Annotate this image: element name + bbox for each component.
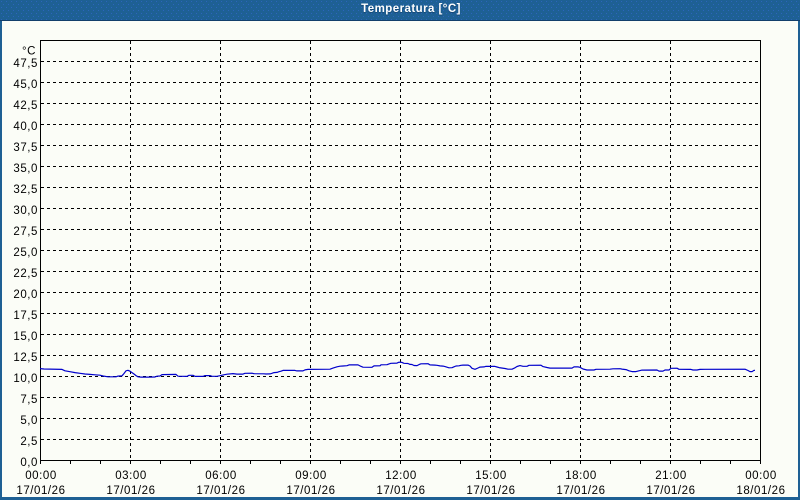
svg-text:°C: °C bbox=[22, 46, 36, 58]
svg-text:12,5: 12,5 bbox=[13, 352, 38, 364]
svg-text:00:00: 00:00 bbox=[745, 470, 777, 482]
svg-text:47,5: 47,5 bbox=[13, 58, 38, 70]
svg-text:25,0: 25,0 bbox=[13, 247, 38, 259]
svg-text:32,5: 32,5 bbox=[13, 184, 38, 196]
svg-text:40,0: 40,0 bbox=[13, 121, 38, 133]
svg-text:17/01/26: 17/01/26 bbox=[16, 485, 65, 497]
svg-text:17/01/26: 17/01/26 bbox=[646, 485, 695, 497]
svg-text:09:00: 09:00 bbox=[295, 470, 327, 482]
svg-text:0,0: 0,0 bbox=[20, 457, 38, 469]
svg-text:30,0: 30,0 bbox=[13, 205, 38, 217]
svg-text:5,0: 5,0 bbox=[20, 415, 38, 427]
svg-text:35,0: 35,0 bbox=[13, 163, 38, 175]
svg-text:37,5: 37,5 bbox=[13, 142, 38, 154]
svg-text:18/01/26: 18/01/26 bbox=[736, 485, 785, 497]
svg-text:17/01/26: 17/01/26 bbox=[286, 485, 335, 497]
svg-text:03:00: 03:00 bbox=[115, 470, 147, 482]
svg-text:2,5: 2,5 bbox=[20, 436, 38, 448]
svg-text:22,5: 22,5 bbox=[13, 268, 38, 280]
svg-text:17/01/26: 17/01/26 bbox=[556, 485, 605, 497]
svg-text:18:00: 18:00 bbox=[565, 470, 597, 482]
svg-text:17/01/26: 17/01/26 bbox=[376, 485, 425, 497]
svg-text:7,5: 7,5 bbox=[20, 394, 38, 406]
svg-text:00:00: 00:00 bbox=[25, 470, 57, 482]
svg-text:21:00: 21:00 bbox=[655, 470, 687, 482]
svg-text:17/01/26: 17/01/26 bbox=[466, 485, 515, 497]
svg-text:42,5: 42,5 bbox=[13, 100, 38, 112]
svg-text:06:00: 06:00 bbox=[205, 470, 237, 482]
svg-text:17/01/26: 17/01/26 bbox=[196, 485, 245, 497]
svg-text:17,5: 17,5 bbox=[13, 310, 38, 322]
svg-text:15:00: 15:00 bbox=[475, 470, 507, 482]
svg-text:27,5: 27,5 bbox=[13, 226, 38, 238]
svg-text:15,0: 15,0 bbox=[13, 331, 38, 343]
svg-text:12:00: 12:00 bbox=[385, 470, 417, 482]
svg-text:10,0: 10,0 bbox=[13, 373, 38, 385]
svg-text:20,0: 20,0 bbox=[13, 289, 38, 301]
svg-text:17/01/26: 17/01/26 bbox=[106, 485, 155, 497]
svg-text:45,0: 45,0 bbox=[13, 79, 38, 91]
